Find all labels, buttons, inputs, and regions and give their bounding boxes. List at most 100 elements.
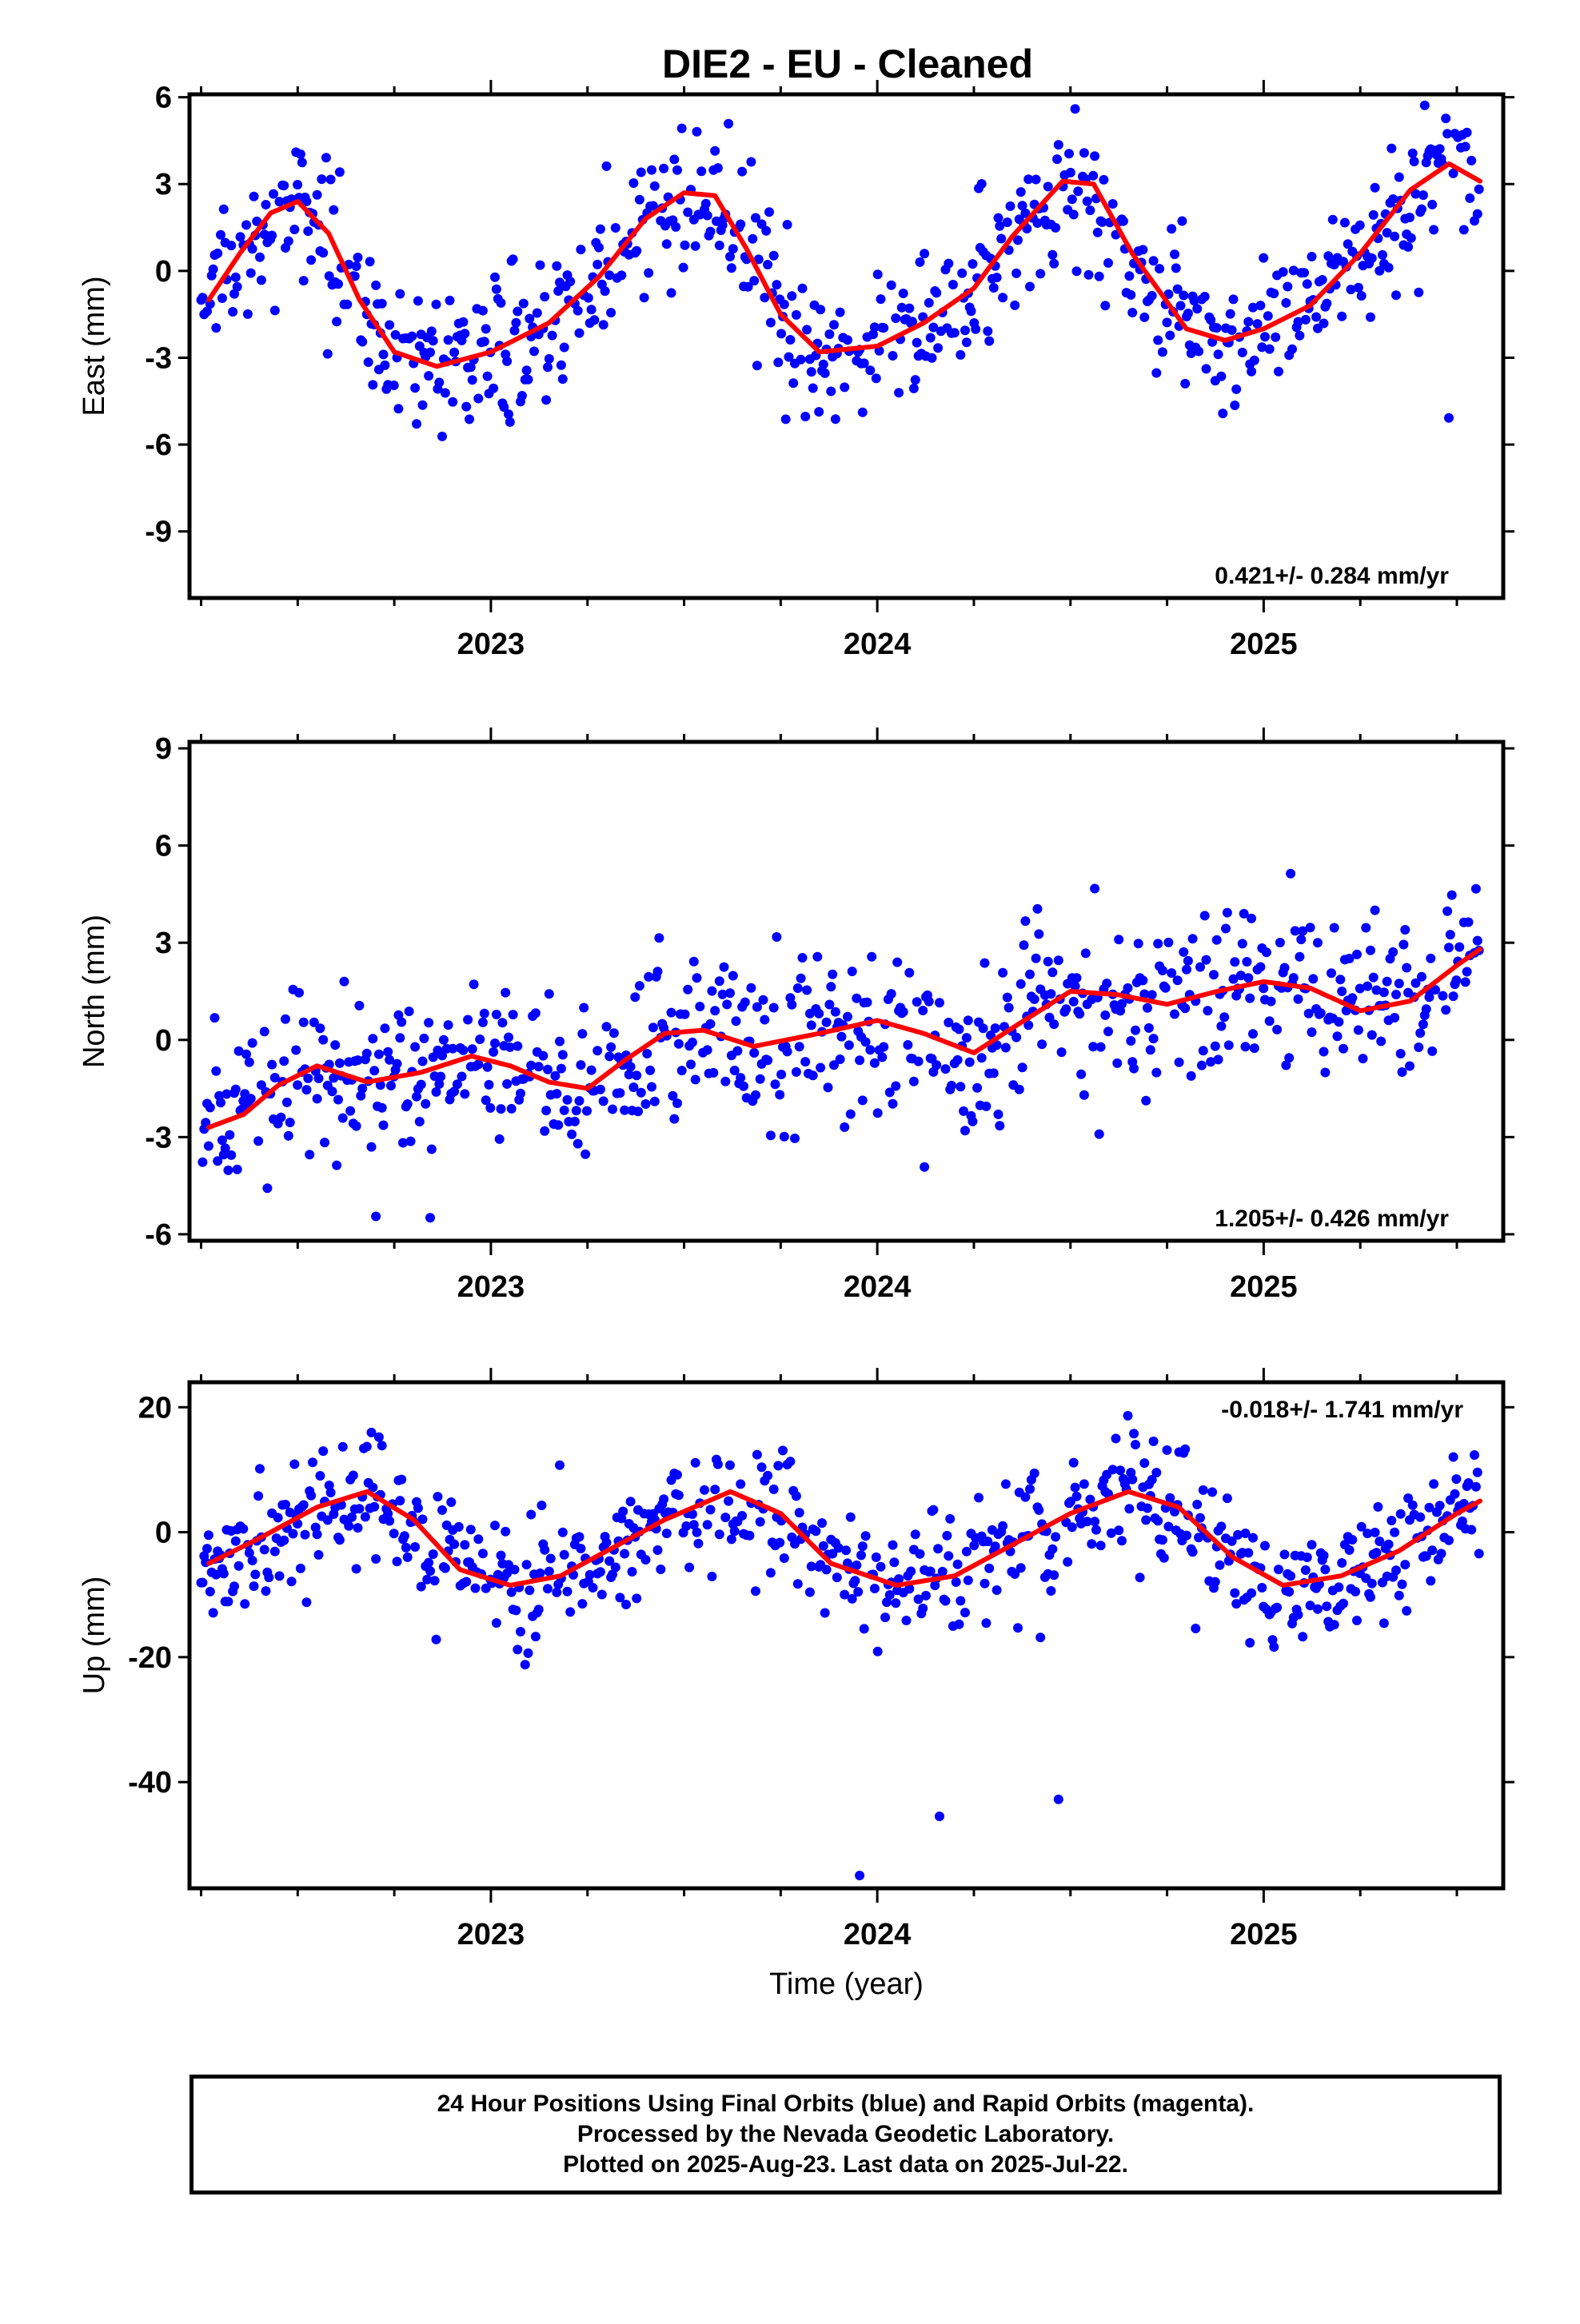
data-point: [279, 1056, 289, 1066]
data-point: [541, 395, 552, 405]
data-point: [453, 1521, 464, 1532]
data-point: [669, 154, 680, 165]
data-point: [960, 1608, 970, 1618]
data-point: [956, 1596, 966, 1606]
data-point: [361, 1048, 372, 1058]
data-point: [884, 1087, 895, 1098]
data-point: [583, 293, 593, 303]
data-point: [640, 1555, 651, 1565]
data-point: [596, 1589, 607, 1600]
data-point: [640, 1099, 651, 1109]
data-point: [555, 1036, 565, 1046]
data-point: [467, 375, 477, 385]
data-point: [845, 1109, 856, 1119]
data-point: [649, 1096, 660, 1106]
data-point: [844, 1040, 854, 1050]
data-point: [1231, 384, 1242, 394]
data-point: [1255, 301, 1266, 311]
data-point: [445, 295, 455, 305]
data-point: [298, 1500, 309, 1510]
data-point: [458, 1045, 469, 1055]
y-tick-label: 20: [138, 1391, 172, 1425]
data-point: [1111, 1433, 1121, 1444]
data-point: [1148, 256, 1159, 266]
data-point: [724, 1496, 734, 1506]
data-point: [1367, 1578, 1377, 1589]
data-point: [198, 293, 208, 303]
data-point: [606, 308, 616, 318]
data-point: [891, 1081, 901, 1091]
y-tick-label: -6: [145, 1218, 172, 1252]
data-point: [448, 1043, 458, 1054]
data-point: [862, 997, 872, 1007]
data-point: [283, 236, 293, 246]
data-point: [673, 1038, 684, 1049]
data-point: [371, 280, 381, 290]
x-axis-title: Time (year): [769, 1967, 924, 2001]
data-point: [649, 181, 660, 191]
data-point: [505, 1042, 515, 1052]
data-point: [1346, 285, 1356, 295]
data-point: [334, 167, 345, 177]
data-point: [247, 1038, 257, 1048]
data-point: [791, 1491, 801, 1501]
data-point: [921, 1590, 931, 1600]
data-point: [853, 1587, 864, 1597]
data-point: [632, 1593, 642, 1604]
data-point: [1417, 204, 1426, 214]
data-point: [1147, 990, 1157, 1000]
data-point: [1043, 181, 1053, 192]
data-point: [425, 1566, 435, 1577]
data-point: [868, 329, 878, 340]
east-panel: 6 3 0 -3 -6 -9 2023 2024 2025 East (mm) 0.421+/- 0…: [78, 80, 1514, 661]
data-point: [782, 220, 792, 229]
data-point: [301, 1597, 312, 1608]
data-point: [710, 1485, 720, 1495]
data-point: [1307, 1027, 1317, 1038]
data-point: [829, 320, 839, 330]
data-point: [576, 245, 586, 255]
data-point: [964, 1057, 975, 1067]
data-point: [334, 1058, 345, 1068]
data-point: [991, 273, 1002, 283]
data-point: [385, 1516, 395, 1526]
data-point: [410, 1542, 421, 1552]
data-point: [686, 1059, 696, 1070]
data-point: [1463, 917, 1474, 927]
data-point: [559, 1105, 569, 1115]
data-point: [872, 1108, 883, 1118]
data-point: [255, 252, 265, 262]
data-point: [710, 1006, 720, 1016]
data-point: [1157, 1535, 1167, 1545]
data-point: [1426, 1576, 1436, 1586]
data-point: [256, 1080, 266, 1090]
data-point: [1409, 157, 1419, 166]
data-point: [448, 397, 458, 407]
data-point: [508, 1010, 518, 1020]
data-point: [429, 1576, 440, 1586]
data-point: [695, 1002, 705, 1011]
data-point: [1049, 258, 1059, 269]
data-point: [739, 1081, 748, 1091]
data-point: [714, 1529, 724, 1540]
data-point: [1427, 199, 1438, 209]
data-point: [547, 330, 557, 341]
data-point: [960, 325, 970, 336]
data-point: [625, 1497, 636, 1507]
data-point: [954, 1024, 964, 1034]
data-point: [910, 1529, 920, 1540]
data-point: [1155, 264, 1165, 274]
data-point: [1029, 1468, 1039, 1478]
data-point: [782, 1046, 792, 1057]
data-point: [283, 1130, 293, 1141]
data-point: [325, 174, 336, 185]
data-point: [1126, 1036, 1136, 1046]
data-point: [1257, 342, 1267, 353]
east-rate-label: 0.421+/- 0.284 mm/yr: [1215, 563, 1449, 589]
data-point: [208, 264, 218, 274]
data-point: [736, 1073, 746, 1083]
data-point: [1373, 1501, 1383, 1512]
data-point: [1305, 1600, 1315, 1611]
data-point: [1015, 1563, 1026, 1573]
data-point: [802, 985, 812, 995]
